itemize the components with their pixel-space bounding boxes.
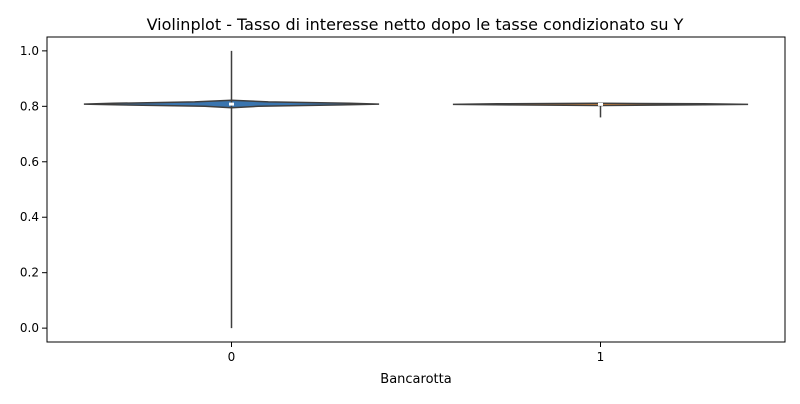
plot-frame: [46, 36, 786, 343]
y-tick-label: 0.2: [20, 266, 39, 280]
y-tick-label: 0.6: [20, 155, 39, 169]
y-tick-label: 0.4: [20, 210, 39, 224]
x-axis-label: Bancarotta: [380, 372, 451, 387]
y-tick-label: 1.0: [20, 44, 39, 58]
violin-median: [229, 102, 234, 106]
chart-title: Violinplot - Tasso di interesse netto do…: [147, 15, 684, 34]
y-tick-label: 0.0: [20, 321, 39, 335]
violin-1: [452, 102, 749, 118]
violins: [83, 50, 749, 329]
violin-0: [83, 50, 380, 329]
x-tick-label: 0: [228, 350, 236, 364]
x-tick-label: 1: [597, 350, 605, 364]
violin-median: [598, 102, 603, 106]
y-axis: 0.0 0.2 0.4 0.6 0.8 1.0: [20, 44, 47, 335]
y-tick-label: 0.8: [20, 99, 39, 113]
